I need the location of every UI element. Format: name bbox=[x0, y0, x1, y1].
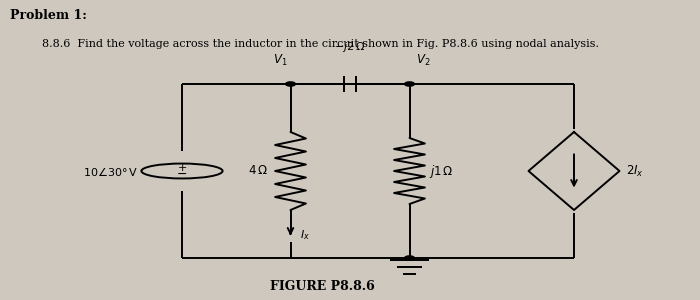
Text: $4\,\Omega$: $4\,\Omega$ bbox=[248, 164, 268, 178]
Circle shape bbox=[405, 256, 414, 260]
Text: Problem 1:: Problem 1: bbox=[10, 9, 88, 22]
Text: $10\angle30°\,\mathrm{V}$: $10\angle30°\,\mathrm{V}$ bbox=[83, 164, 138, 178]
Text: FIGURE P8.8.6: FIGURE P8.8.6 bbox=[270, 280, 374, 292]
Text: $j1\,\Omega$: $j1\,\Omega$ bbox=[429, 163, 454, 179]
Text: 8.8.6  Find the voltage across the inductor in the circuit shown in Fig. P8.8.6 : 8.8.6 Find the voltage across the induct… bbox=[42, 39, 599, 49]
Text: +: + bbox=[177, 163, 187, 172]
Circle shape bbox=[405, 82, 414, 86]
Text: −: − bbox=[176, 168, 188, 181]
Circle shape bbox=[286, 82, 295, 86]
Text: $2I_x$: $2I_x$ bbox=[626, 164, 645, 178]
Text: $-j2\,\Omega$: $-j2\,\Omega$ bbox=[335, 40, 365, 54]
Text: $V_2$: $V_2$ bbox=[416, 52, 430, 68]
Text: $V_1$: $V_1$ bbox=[273, 52, 287, 68]
Text: $I_x$: $I_x$ bbox=[300, 229, 309, 242]
